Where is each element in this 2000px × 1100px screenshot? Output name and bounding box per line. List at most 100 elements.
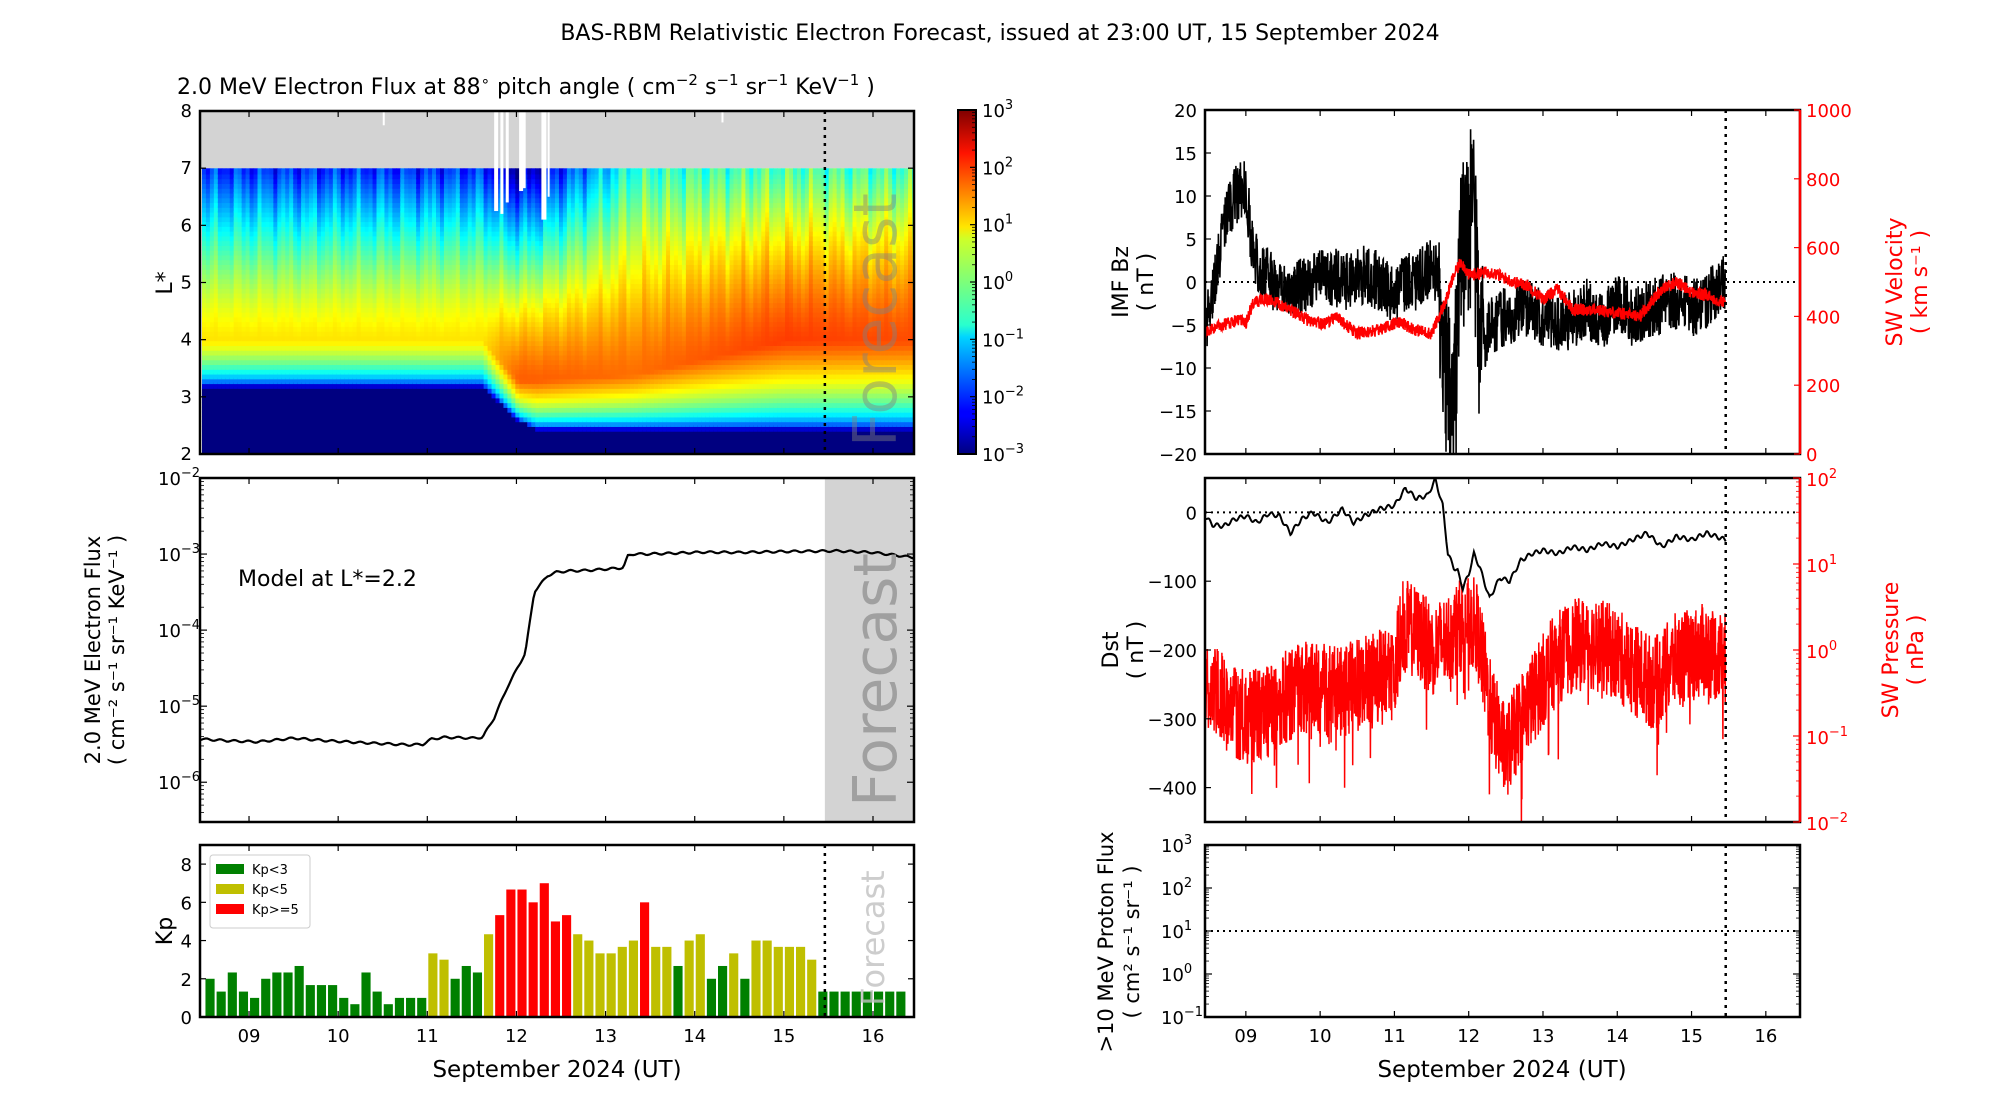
heatmap-cell <box>297 373 302 380</box>
heatmap-cell <box>499 315 505 323</box>
heatmap-cell <box>459 368 465 375</box>
heatmap-cell <box>348 301 354 308</box>
heatmap-cell <box>249 244 255 251</box>
heatmap-cell <box>380 287 386 294</box>
heatmap-cell <box>317 287 322 294</box>
heatmap-cell <box>332 220 338 227</box>
heatmap-cell <box>269 225 274 232</box>
heatmap-cell <box>523 330 528 337</box>
heatmap-cell <box>273 263 278 270</box>
heatmap-cell <box>348 225 354 232</box>
heatmap-cell <box>317 220 322 227</box>
heatmap-cell <box>233 301 239 308</box>
heatmap-cell <box>340 268 346 275</box>
heatmap-cell <box>313 320 318 327</box>
heatmap-cell <box>320 196 326 204</box>
heatmap-cell <box>201 449 207 454</box>
heatmap-cell <box>301 401 306 408</box>
heatmap-cell <box>420 258 425 265</box>
heatmap-cell <box>277 191 282 199</box>
heatmap-cell <box>376 349 382 356</box>
heatmap-cell <box>527 382 532 389</box>
heatmap-cell <box>439 434 445 442</box>
heatmap-cell <box>443 301 449 308</box>
heatmap-cell <box>475 172 481 180</box>
heatmap-cell <box>459 234 465 242</box>
heatmap-cell <box>400 292 405 299</box>
heatmap-cell <box>420 411 425 418</box>
heatmap-cell <box>320 420 326 427</box>
heatmap-cell <box>479 282 485 289</box>
heatmap-cell <box>467 320 473 327</box>
heatmap-cell <box>467 373 473 380</box>
heatmap-cell <box>388 172 393 180</box>
heatmap-cell <box>332 177 338 185</box>
heatmap-cell <box>332 334 338 342</box>
heatmap-cell <box>467 420 473 427</box>
heatmap-cell <box>455 377 461 385</box>
heatmap-cell <box>273 172 278 180</box>
heatmap-cell <box>285 282 290 289</box>
heatmap-cell <box>515 172 520 180</box>
heatmap-cell <box>301 411 306 418</box>
heatmap-cell <box>519 306 524 313</box>
heatmap-cell <box>420 220 425 227</box>
heatmap-cell <box>352 387 358 394</box>
heatmap-cell <box>408 411 413 418</box>
heatmap-cell <box>463 358 469 366</box>
heatmap-cell <box>229 415 235 423</box>
heatmap-cell <box>265 191 271 199</box>
heatmap-cell <box>479 368 485 375</box>
heatmap-cell <box>511 177 516 185</box>
heatmap-cell <box>253 306 259 313</box>
heatmap-cell <box>507 373 512 380</box>
heatmap-cell <box>420 377 425 385</box>
heatmap-cell <box>396 272 401 280</box>
heatmap-cell <box>233 368 239 375</box>
heatmap-cell <box>225 234 231 242</box>
heatmap-cell <box>340 249 346 256</box>
heatmap-cell <box>249 177 255 185</box>
heatmap-cell <box>455 420 461 427</box>
heatmap-cell <box>372 258 378 265</box>
heatmap-cell <box>209 225 215 232</box>
heatmap-cell <box>475 439 481 447</box>
heatmap-cell <box>297 339 302 346</box>
heatmap-cell <box>261 434 267 442</box>
heatmap-cell <box>253 172 259 180</box>
heatmap-cell <box>313 420 318 427</box>
heatmap-cell <box>261 334 267 342</box>
heatmap-cell <box>400 406 405 413</box>
heatmap-cell <box>269 315 274 323</box>
heatmap-cell <box>447 373 453 380</box>
heatmap-cell <box>408 349 413 356</box>
heatmap-cell <box>368 430 374 437</box>
heatmap-cell <box>320 415 326 423</box>
heatmap-cell <box>392 301 397 308</box>
heatmap-cell <box>265 344 271 351</box>
heatmap-cell <box>376 382 382 389</box>
heatmap-cell <box>289 325 294 332</box>
heatmap-cell <box>475 420 481 427</box>
heatmap-cell <box>237 382 243 389</box>
heatmap-cell <box>471 358 477 366</box>
heatmap-cell <box>340 258 346 265</box>
heatmap-cell <box>285 168 290 175</box>
heatmap-cell <box>320 239 326 246</box>
heatmap-cell <box>455 387 461 394</box>
heatmap-cell <box>527 177 532 185</box>
heatmap-cell <box>328 225 334 232</box>
heatmap-cell <box>261 220 267 227</box>
heatmap-cell <box>245 415 251 423</box>
electron-flux-heatmap <box>200 111 914 454</box>
heatmap-cell <box>293 172 298 180</box>
heatmap-cell <box>261 277 267 285</box>
heatmap-cell <box>531 392 536 399</box>
heatmap-cell <box>332 225 338 232</box>
heatmap-cell <box>455 239 461 246</box>
heatmap-cell <box>451 296 457 304</box>
heatmap-cell <box>400 230 405 237</box>
heatmap-cell <box>209 253 215 261</box>
heatmap-cell <box>309 415 314 423</box>
heatmap-cell <box>487 358 493 366</box>
